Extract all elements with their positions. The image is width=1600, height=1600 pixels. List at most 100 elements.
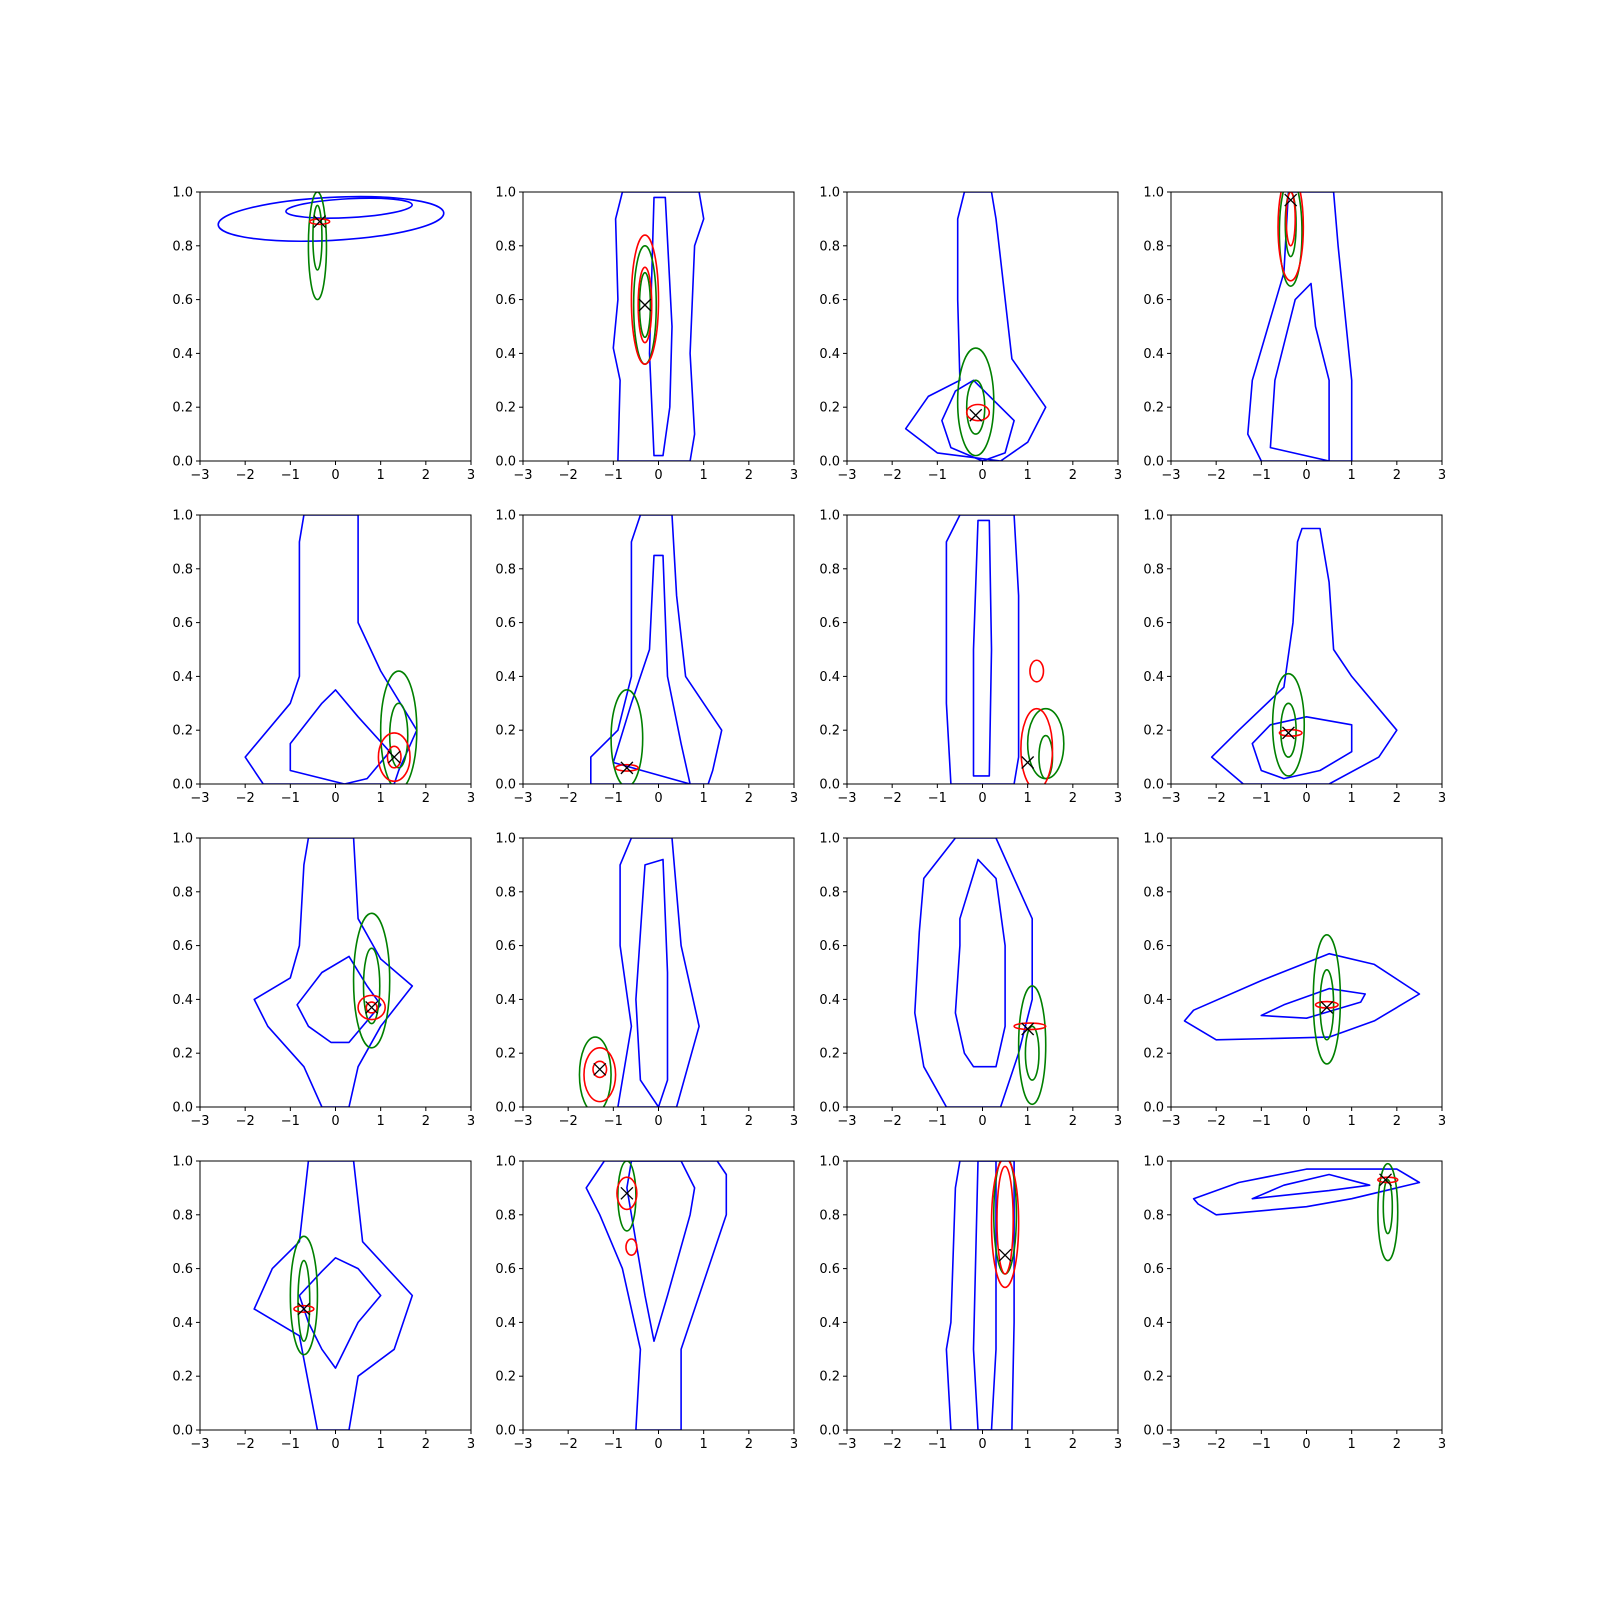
red-contour-1: [1013, 1022, 1047, 1031]
blue-contour-2: [635, 858, 669, 1107]
y-tick-label: 0.8: [1143, 239, 1164, 254]
plot-area: [1183, 934, 1421, 1065]
x-tick-label: −1: [281, 1437, 300, 1452]
blue-contour-2: [285, 197, 413, 219]
x-marker: [638, 298, 652, 312]
x-tick-label: 3: [1438, 1114, 1446, 1129]
x-marker: [620, 1186, 634, 1200]
green-contour-2: [965, 379, 986, 435]
y-tick-label: 0.6: [1143, 616, 1164, 631]
red-contour-1: [1020, 707, 1054, 784]
x-tick-label: −2: [559, 1437, 578, 1452]
plot-area: [578, 838, 700, 1107]
x-tick-label: −3: [1161, 791, 1180, 806]
x-tick-label: −1: [928, 791, 947, 806]
red-contour-1: [990, 1161, 1020, 1289]
x-tick-label: 3: [1114, 1437, 1122, 1452]
x-tick-label: 2: [1393, 791, 1401, 806]
red-contour-2: [1285, 192, 1297, 247]
x-tick-label: 1: [700, 468, 708, 483]
y-tick-label: 0.8: [495, 562, 516, 577]
x-marker: [1021, 756, 1035, 769]
x-tick-label: 1: [377, 1114, 385, 1129]
x-tick-label: 1: [1348, 791, 1356, 806]
x-tick-label: 0: [1302, 791, 1310, 806]
x-tick-label: 3: [1114, 468, 1122, 483]
x-tick-label: 2: [745, 791, 753, 806]
x-tick-label: −1: [1252, 1437, 1271, 1452]
blue-contour-1: [253, 838, 414, 1107]
axes-frame: [1170, 191, 1443, 462]
x-marker: [1281, 726, 1295, 740]
x-tick-label: −2: [1207, 468, 1226, 483]
green-contour-2: [1319, 969, 1335, 1041]
red-contour-1: [965, 403, 991, 422]
y-tick-label: 0.0: [495, 778, 516, 793]
y-tick-label: 0.6: [495, 939, 516, 954]
x-tick-label: 3: [1438, 468, 1446, 483]
y-tick-label: 1.0: [172, 1155, 193, 1170]
x-tick-label: −1: [1252, 468, 1271, 483]
y-tick-label: 0.8: [495, 1208, 516, 1223]
subplot-7: −3 −2 −1 0 1 2 3 0.0 0.2 0.4 0.6 0.8 1.0: [819, 509, 1122, 807]
axes-frame: [199, 837, 472, 1108]
blue-contour-2: [972, 519, 993, 777]
x-tick-label: 2: [1069, 1437, 1077, 1452]
plot-area: [904, 192, 1047, 461]
y-tick-label: 0.4: [819, 993, 840, 1008]
x-tick-label: 0: [978, 1437, 986, 1452]
x-marker: [620, 761, 634, 775]
x-tick-label: −2: [236, 468, 255, 483]
y-tick-label: 0.6: [495, 293, 516, 308]
x-tick-label: 2: [745, 1114, 753, 1129]
x-tick-label: 3: [467, 1437, 475, 1452]
y-tick-label: 0.4: [495, 1316, 516, 1331]
y-tick-label: 0.0: [819, 455, 840, 470]
x-tick-label: −3: [837, 1437, 856, 1452]
y-tick-label: 0.0: [495, 455, 516, 470]
blue-contour-1: [904, 192, 1047, 461]
y-tick-label: 0.6: [819, 1262, 840, 1277]
red-contour-1: [614, 763, 639, 772]
y-tick-label: 0.0: [819, 1101, 840, 1116]
x-tick-label: 3: [1114, 791, 1122, 806]
x-tick-label: 3: [790, 1114, 798, 1129]
x-tick-label: −2: [559, 1114, 578, 1129]
y-tick-label: 1.0: [819, 186, 840, 201]
axes-frame: [846, 1160, 1119, 1431]
x-marker: [969, 408, 983, 422]
y-tick-label: 1.0: [172, 186, 193, 201]
x-tick-label: −2: [559, 468, 578, 483]
y-tick-label: 0.2: [172, 1047, 193, 1062]
y-tick-label: 0.4: [1143, 347, 1164, 362]
green-contour-1: [956, 347, 995, 457]
x-tick-label: −2: [236, 1437, 255, 1452]
subplot-1: −3 −2 −1 0 1 2 3 0.0 0.2 0.4 0.6 0.8 1.0: [172, 186, 475, 484]
x-tick-label: 1: [1024, 1114, 1032, 1129]
x-tick-label: −3: [190, 791, 209, 806]
subplot-8: −3 −2 −1 0 1 2 3 0.0 0.2 0.4 0.6 0.8 1.0: [1143, 509, 1446, 807]
y-tick-label: 0.4: [1143, 993, 1164, 1008]
subplot-11: −3 −2 −1 0 1 2 3 0.0 0.2 0.4 0.6 0.8 1.0: [819, 832, 1122, 1130]
subplot-14: −3 −2 −1 0 1 2 3 0.0 0.2 0.4 0.6 0.8 1.0: [495, 1155, 798, 1453]
green-contour-2: [1024, 1025, 1040, 1081]
x-tick-label: −1: [928, 1114, 947, 1129]
x-tick-label: −2: [883, 791, 902, 806]
green-contour-1: [617, 1161, 637, 1232]
plot-area: [1192, 1162, 1421, 1262]
y-tick-label: 0.2: [819, 401, 840, 416]
x-tick-label: −3: [190, 1114, 209, 1129]
x-tick-label: 3: [467, 791, 475, 806]
y-tick-label: 0.4: [172, 347, 193, 362]
x-marker: [593, 1062, 607, 1076]
x-tick-label: 1: [1348, 1114, 1356, 1129]
red-contour-1: [616, 1176, 638, 1211]
x-tick-label: −2: [883, 1114, 902, 1129]
x-tick-label: 0: [331, 791, 339, 806]
blue-contour-2: [1251, 716, 1353, 780]
x-tick-label: 0: [1302, 1437, 1310, 1452]
x-marker: [1379, 1173, 1392, 1187]
y-tick-label: 0.2: [172, 1370, 193, 1385]
plot-area: [253, 838, 414, 1107]
x-marker: [1021, 1022, 1035, 1036]
